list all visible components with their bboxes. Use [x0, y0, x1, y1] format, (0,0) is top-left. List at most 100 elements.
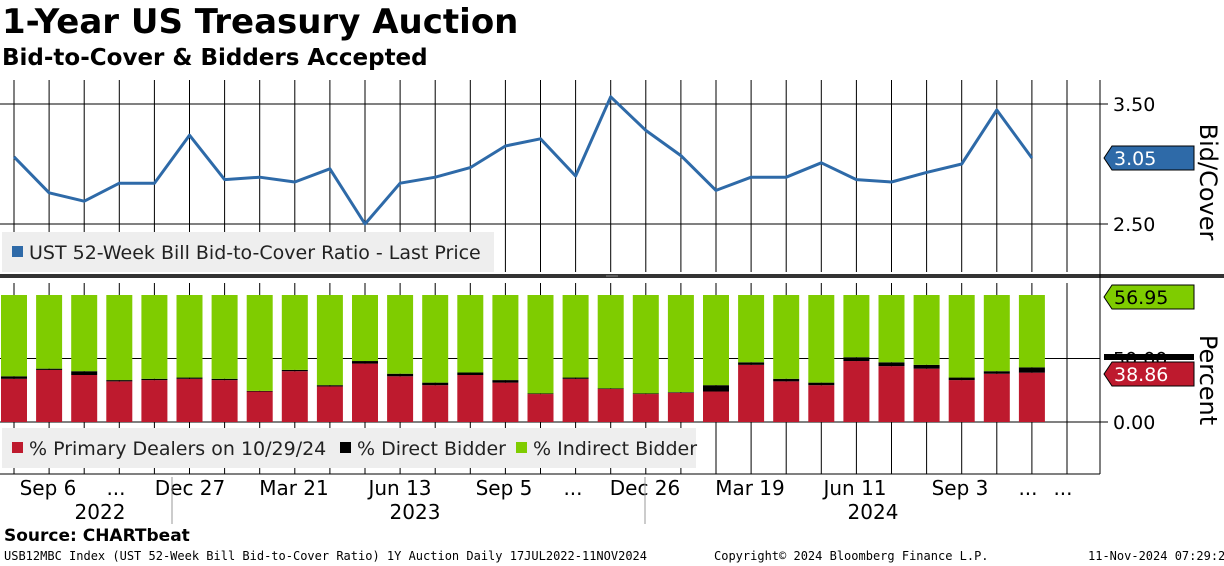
bar-primary-dealers [983, 373, 1010, 422]
bar-direct-bidder [36, 368, 63, 370]
x-tick-label: ... [1018, 476, 1037, 500]
bar-primary-dealers [316, 386, 343, 422]
legend-label-bar: % Indirect Bidder [533, 438, 697, 460]
bar-indirect-bidder [352, 295, 378, 362]
stacked-bars [1, 295, 1045, 422]
footer-timestamp: 11-Nov-2024 07:29:23 [1088, 549, 1224, 563]
last-value-tags: 3.05 56.95 38.86 [1103, 145, 1195, 387]
bar-primary-dealers [106, 381, 133, 422]
legend-swatch-line [12, 246, 23, 257]
bar-primary-dealers [1, 378, 27, 422]
x-tick-label: ... [1053, 476, 1072, 500]
tag-bid-cover-text: 3.05 [1114, 148, 1156, 170]
bar-direct-bidder [1018, 367, 1045, 373]
bar-direct-bidder [316, 385, 343, 387]
bar-direct-bidder [773, 378, 800, 382]
bar-direct-bidder [106, 380, 133, 382]
y-tick-label-top: 2.50 [1113, 214, 1155, 236]
x-tick-label: Sep 6 [20, 476, 77, 500]
bar-primary-dealers [808, 385, 835, 422]
bar-indirect-bidder [211, 295, 238, 379]
bar-direct-bidder [281, 369, 308, 372]
bar-primary-dealers [387, 376, 414, 422]
footer-copyright: Copyright© 2024 Bloomberg Finance L.P. [714, 549, 989, 563]
bar-indirect-bidder [773, 295, 800, 379]
bar-indirect-bidder [246, 295, 273, 391]
bar-primary-dealers [632, 394, 659, 422]
bar-direct-bidder [71, 371, 98, 376]
bar-indirect-bidder [281, 295, 308, 370]
bid-cover-line [12, 95, 1034, 226]
x-tick-label: Dec 27 [155, 476, 226, 500]
bar-indirect-bidder [106, 295, 133, 381]
x-year-label: 2024 [848, 500, 899, 524]
bar-primary-dealers [773, 381, 800, 422]
bar-indirect-bidder [738, 295, 765, 363]
x-tick-label: Mar 19 [715, 476, 785, 500]
bar-indirect-bidder [667, 295, 694, 393]
bar-primary-dealers [738, 364, 765, 422]
bar-direct-bidder [527, 393, 554, 395]
bar-direct-bidder [352, 361, 378, 364]
chart-title: 1-Year US Treasury Auction [2, 2, 519, 42]
bar-indirect-bidder [1, 295, 27, 377]
bar-indirect-bidder [316, 295, 343, 386]
bar-indirect-bidder [36, 295, 63, 369]
bar-primary-dealers [71, 375, 98, 422]
bar-indirect-bidder [562, 295, 589, 378]
bar-direct-bidder [597, 388, 624, 389]
bar-primary-dealers [913, 368, 940, 422]
bar-primary-dealers [141, 380, 168, 422]
bar-primary-dealers [246, 391, 273, 422]
bar-primary-dealers [352, 363, 378, 422]
bar-indirect-bidder [457, 295, 484, 373]
bar-primary-dealers [667, 392, 694, 422]
bar-indirect-bidder [808, 295, 835, 383]
bar-indirect-bidder [176, 295, 203, 378]
bar-direct-bidder [738, 362, 765, 365]
bar-primary-dealers [597, 388, 624, 422]
bar-direct-bidder [667, 392, 694, 393]
bar-indirect-bidder [703, 295, 729, 386]
bar-primary-dealers [843, 361, 870, 422]
legend-box-top [2, 232, 494, 272]
bar-indirect-bidder [913, 295, 940, 365]
bid-cover-line-group [12, 95, 1034, 226]
bar-primary-dealers [492, 382, 519, 422]
y-tick-label-top: 3.50 [1113, 94, 1155, 116]
x-tick-label: Mar 21 [259, 476, 329, 500]
x-tick-label: Sep 5 [476, 476, 533, 500]
bar-primary-dealers [562, 378, 589, 422]
tag-indirect-shape [1103, 284, 1195, 310]
bar-primary-dealers [878, 366, 905, 422]
bar-direct-bidder [808, 382, 835, 386]
bar-primary-dealers [1018, 372, 1045, 422]
footer-index-info: USB12MBC Index (UST 52-Week Bill Bid-to-… [4, 549, 647, 563]
bar-indirect-bidder [983, 295, 1010, 372]
x-tick-label: Jun 13 [366, 476, 431, 500]
bar-primary-dealers [422, 385, 449, 422]
tag-primary-shape [1103, 361, 1195, 387]
bar-direct-bidder [457, 372, 484, 376]
y-axis-title-bottom: Percent [1194, 335, 1222, 425]
x-year-label: 2023 [390, 500, 441, 524]
legend-swatch-bar [516, 442, 527, 453]
bar-direct-bidder [422, 382, 449, 386]
tag-primary-text: 38.86 [1114, 364, 1168, 386]
bar-indirect-bidder [632, 295, 659, 394]
bar-indirect-bidder [141, 295, 168, 379]
y-axis-title-top: Bid/Cover [1194, 124, 1222, 241]
bar-primary-dealers [703, 391, 729, 422]
bar-primary-dealers [457, 375, 484, 422]
bar-indirect-bidder [422, 295, 449, 383]
bar-primary-dealers [176, 378, 203, 422]
bar-indirect-bidder [878, 295, 905, 363]
y-tick-label-bottom: 0.00 [1113, 412, 1155, 434]
bar-indirect-bidder [527, 295, 554, 394]
bar-indirect-bidder [492, 295, 519, 381]
bar-indirect-bidder [948, 295, 975, 378]
bar-direct-bidder [1, 376, 27, 379]
bar-direct-bidder [387, 373, 414, 377]
